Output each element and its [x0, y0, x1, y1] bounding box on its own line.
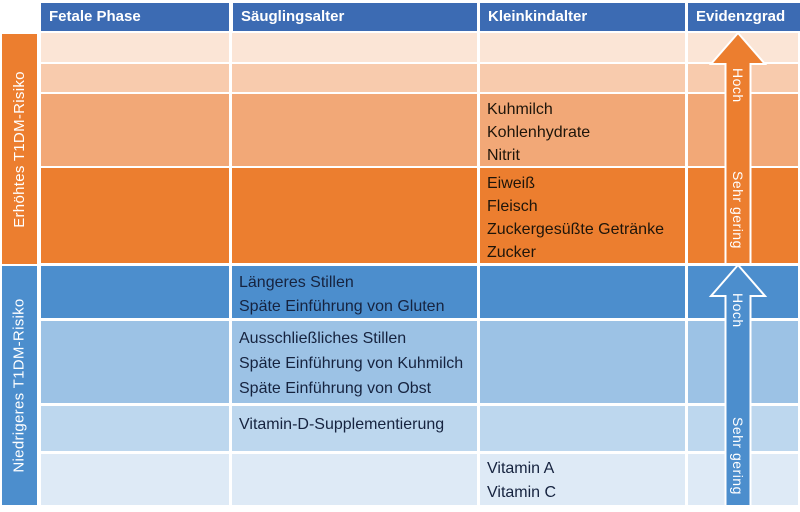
header-saeuglingsalter: Säuglingsalter	[233, 3, 477, 31]
header-kleinkindalter: Kleinkindalter	[480, 3, 685, 31]
evidence-arrow-low-risk-bottom-label: Sehr gering	[730, 416, 746, 495]
row-high-risk-4	[41, 168, 798, 263]
side-label-high-risk: Erhöhtes T1DM-Risiko	[2, 34, 37, 264]
evidence-arrow-low-risk-top-label: Hoch	[730, 292, 746, 328]
row-low-risk-2	[41, 321, 798, 403]
row-low-risk-4	[41, 454, 798, 505]
row-high-risk-1	[41, 33, 798, 62]
row-high-risk-2	[41, 64, 798, 92]
cell-high-risk-3-kleinkindalter: Kuhmilch Kohlenhydrate Nitrit	[487, 101, 591, 164]
evidence-arrow-high-risk-bottom-label: Sehr gering	[730, 171, 746, 249]
side-label-low-risk-text: Niedrigeres T1DM-Risiko	[11, 298, 29, 473]
cell-low-risk-3-saeuglingsalter: Vitamin-D-Supplementierung	[239, 416, 445, 433]
side-label-low-risk: Niedrigeres T1DM-Risiko	[2, 266, 37, 505]
row-low-risk-3	[41, 406, 798, 451]
row-low-risk-1	[41, 266, 798, 318]
evidence-arrow-high-risk-top-label: Hoch	[730, 67, 746, 103]
column-divider-2	[477, 33, 480, 505]
column-divider-3	[685, 33, 688, 505]
column-divider-1	[229, 33, 232, 505]
header-fetale-phase: Fetale Phase	[41, 3, 229, 31]
header-evidenzgrad: Evidenzgrad	[688, 3, 800, 31]
evidence-arrow-low-risk	[708, 263, 768, 507]
cell-high-risk-4-kleinkindalter: Eiweiß Fleisch Zuckergesüßte Getränke Zu…	[487, 175, 664, 261]
cell-low-risk-2-saeuglingsalter: Ausschließliches Stillen Späte Einführun…	[239, 330, 464, 397]
side-label-high-risk-text: Erhöhtes T1DM-Risiko	[11, 70, 29, 228]
evidence-arrow-low-risk-shape	[708, 263, 768, 507]
cell-low-risk-1-saeuglingsalter: Längeres Stillen Späte Einführung von Gl…	[239, 274, 445, 315]
cell-low-risk-4-kleinkindalter: Vitamin A Vitamin C	[487, 460, 557, 501]
row-high-risk-3	[41, 94, 798, 166]
